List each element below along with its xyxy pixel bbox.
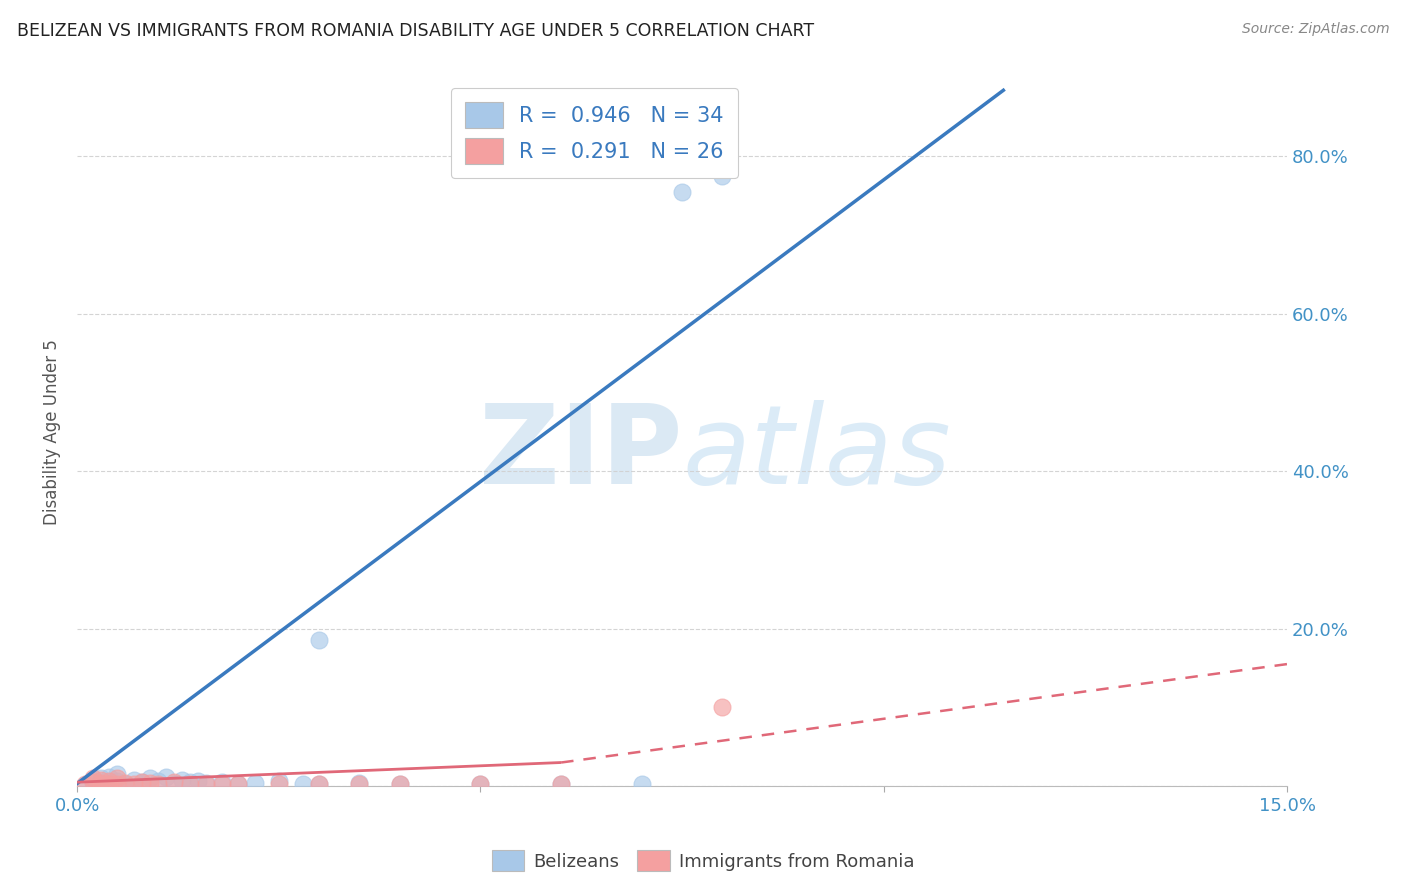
- Point: [267, 774, 290, 789]
- Point: [671, 185, 693, 199]
- Point: [82, 775, 104, 789]
- Point: [228, 777, 250, 791]
- Y-axis label: Disability Age Under 5: Disability Age Under 5: [44, 339, 60, 524]
- Point: [170, 772, 193, 787]
- Text: Source: ZipAtlas.com: Source: ZipAtlas.com: [1241, 22, 1389, 37]
- Point: [550, 777, 572, 791]
- Point: [163, 777, 186, 791]
- Point: [82, 775, 104, 789]
- Point: [267, 777, 290, 791]
- Point: [228, 777, 250, 791]
- Point: [122, 777, 145, 791]
- Text: atlas: atlas: [682, 400, 950, 507]
- Point: [179, 777, 201, 791]
- Point: [146, 773, 169, 788]
- Point: [291, 777, 314, 791]
- Point: [90, 777, 112, 791]
- Point: [98, 776, 121, 790]
- Text: BELIZEAN VS IMMIGRANTS FROM ROMANIA DISABILITY AGE UNDER 5 CORRELATION CHART: BELIZEAN VS IMMIGRANTS FROM ROMANIA DISA…: [17, 22, 814, 40]
- Point: [187, 774, 209, 789]
- Point: [138, 776, 160, 790]
- Point: [179, 775, 201, 789]
- Legend: Belizeans, Immigrants from Romania: Belizeans, Immigrants from Romania: [485, 843, 921, 879]
- Point: [131, 775, 153, 789]
- Point: [349, 777, 371, 791]
- Point: [388, 777, 411, 791]
- Point: [155, 770, 177, 784]
- Point: [388, 777, 411, 791]
- Point: [131, 775, 153, 789]
- Point: [308, 777, 330, 791]
- Point: [308, 633, 330, 648]
- Point: [107, 771, 129, 785]
- Point: [90, 772, 112, 787]
- Point: [82, 771, 104, 785]
- Point: [75, 777, 97, 791]
- Point: [550, 777, 572, 791]
- Point: [630, 777, 652, 791]
- Point: [107, 777, 129, 791]
- Point: [98, 770, 121, 784]
- Point: [211, 777, 233, 791]
- Point: [90, 776, 112, 790]
- Point: [711, 700, 734, 714]
- Point: [470, 777, 492, 791]
- Point: [243, 776, 266, 790]
- Point: [75, 778, 97, 792]
- Point: [195, 777, 218, 791]
- Point: [98, 777, 121, 791]
- Point: [146, 777, 169, 791]
- Point: [107, 767, 129, 781]
- Point: [470, 777, 492, 791]
- Point: [98, 774, 121, 789]
- Point: [308, 777, 330, 791]
- Legend: R =  0.946   N = 34, R =  0.291   N = 26: R = 0.946 N = 34, R = 0.291 N = 26: [450, 87, 738, 178]
- Point: [163, 775, 186, 789]
- Point: [138, 771, 160, 785]
- Point: [122, 772, 145, 787]
- Point: [90, 771, 112, 785]
- Point: [114, 777, 136, 791]
- Point: [82, 772, 104, 787]
- Point: [211, 775, 233, 789]
- Point: [107, 774, 129, 789]
- Point: [349, 776, 371, 790]
- Point: [114, 776, 136, 790]
- Text: ZIP: ZIP: [478, 400, 682, 507]
- Point: [195, 776, 218, 790]
- Point: [711, 169, 734, 183]
